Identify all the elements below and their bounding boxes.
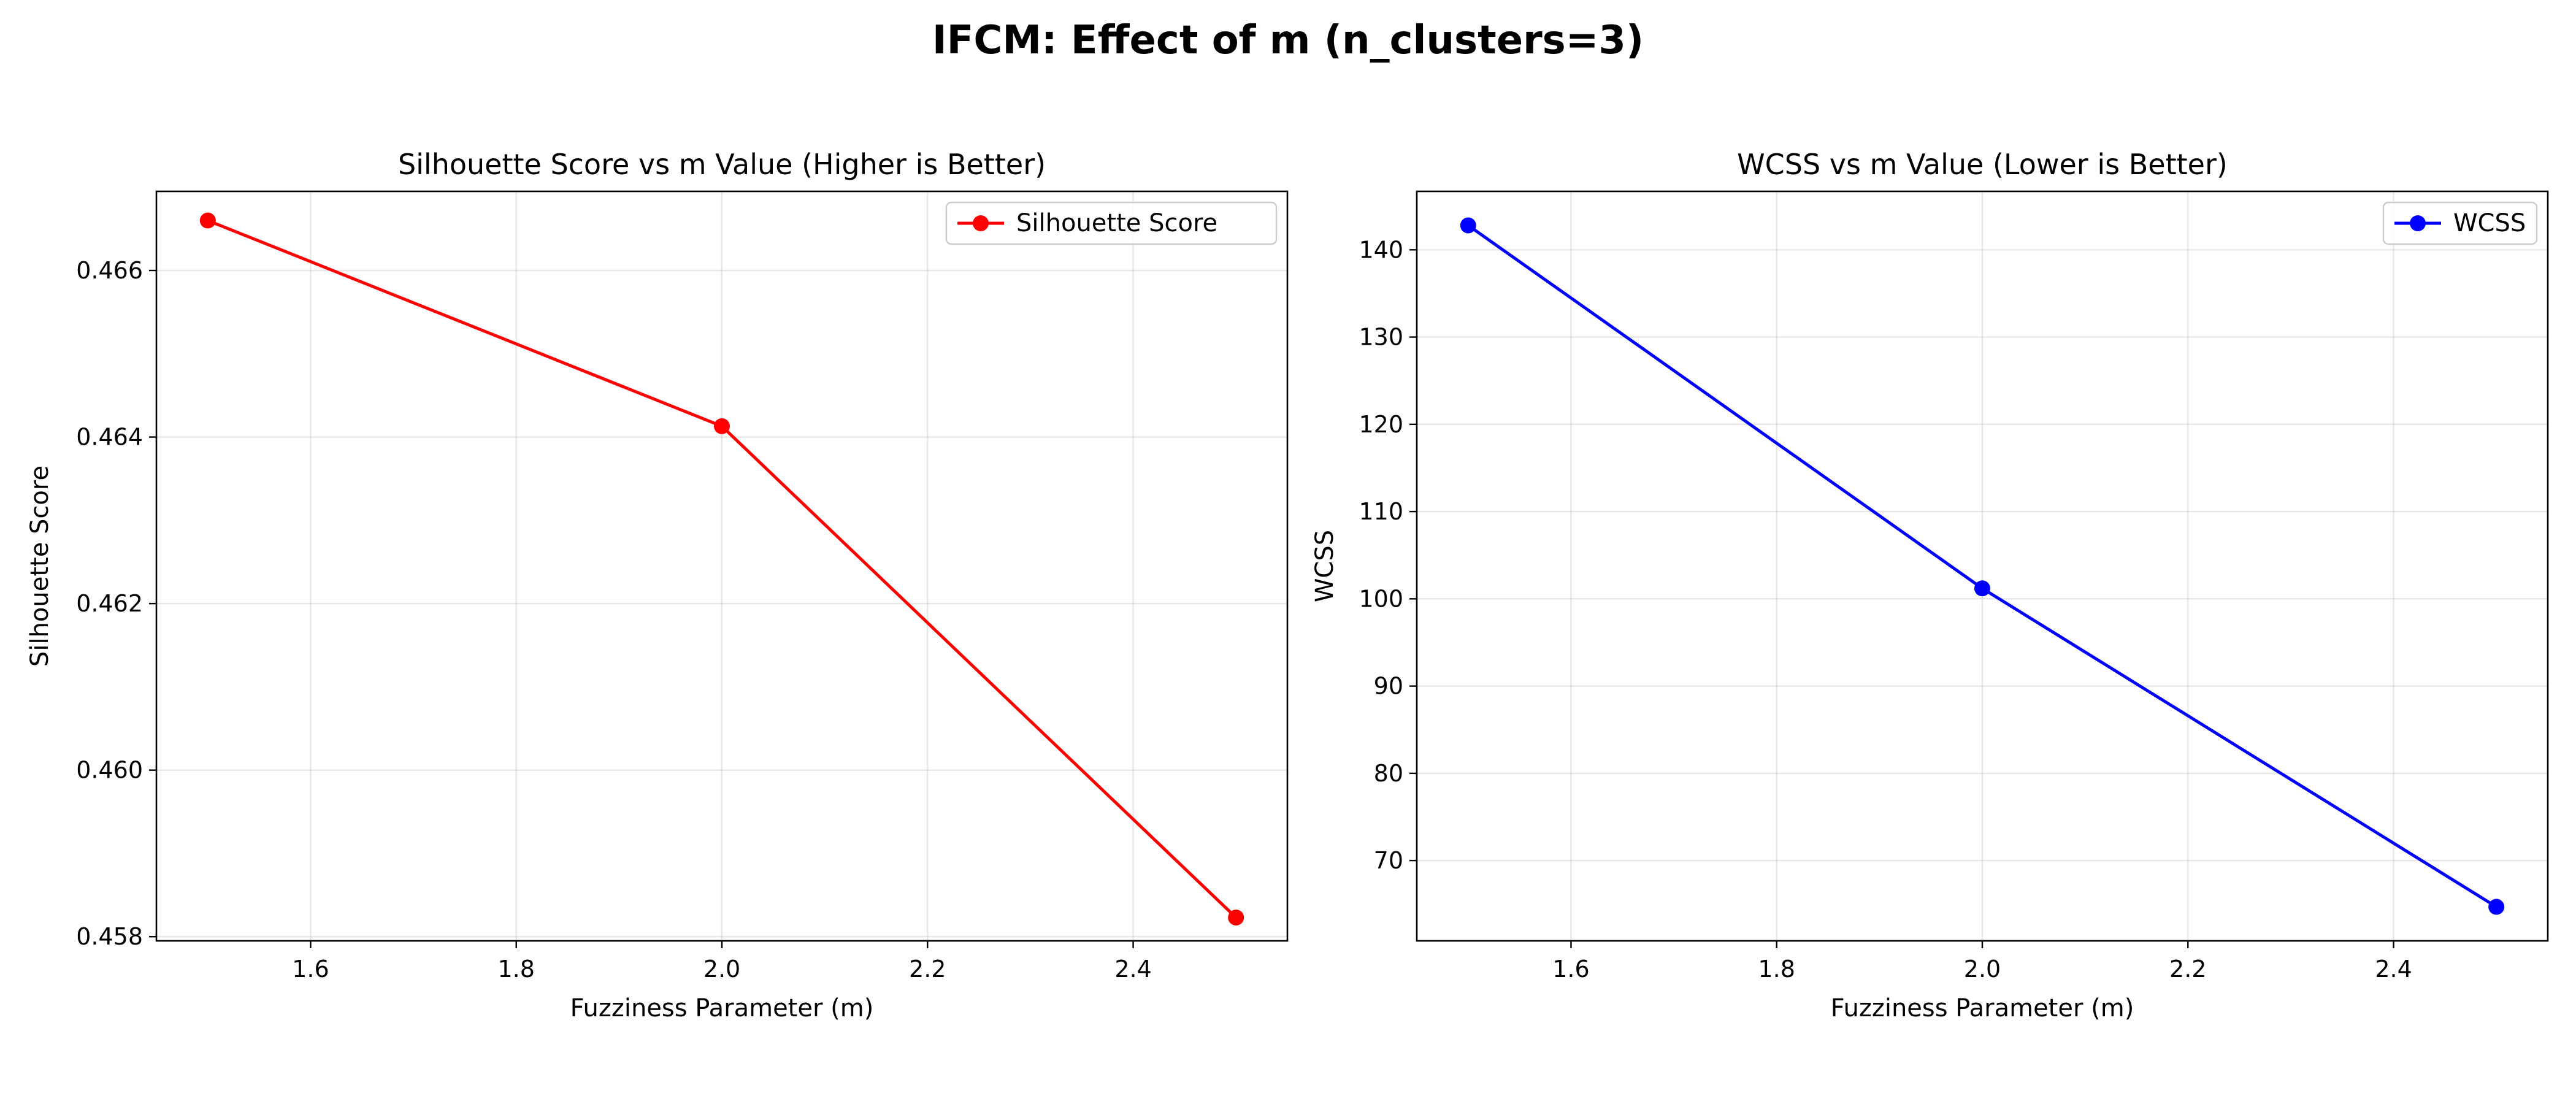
- axes-title: WCSS vs m Value (Lower is Better): [1737, 148, 2228, 181]
- data-point: [1974, 580, 1990, 597]
- data-point: [1228, 909, 1244, 926]
- axes-frame: [1416, 190, 2549, 942]
- x-tick-label: 1.8: [1758, 956, 1795, 983]
- y-tick-label: 0.466: [76, 257, 143, 284]
- legend-label: Silhouette Score: [1016, 209, 1217, 237]
- y-tick-label: 80: [1374, 760, 1403, 787]
- ticks: 1.6 1.8 2.0 2.2 2.4 70 80 90 100 110 120 130 140: [1359, 236, 2412, 983]
- ticks: 1.6 1.8 2.0 2.2 2.4 0.458 0.460 0.462 0.464 0.466: [76, 257, 1152, 983]
- x-tick-label: 1.8: [498, 956, 535, 983]
- y-tick-label: 0.460: [76, 757, 143, 784]
- y-tick-label: 0.464: [76, 424, 143, 451]
- grid: [156, 191, 1287, 941]
- axes-title: Silhouette Score vs m Value (Higher is B…: [398, 148, 1046, 181]
- x-tick-label: 1.6: [1552, 956, 1589, 983]
- x-tick-label: 2.0: [703, 956, 740, 983]
- series-wcss: [1460, 217, 2505, 915]
- y-tick-label: 0.462: [76, 590, 143, 617]
- x-tick-label: 2.2: [909, 956, 946, 983]
- y-tick-label: 110: [1359, 498, 1403, 525]
- x-tick-label: 2.0: [1964, 956, 2001, 983]
- x-axis-label: Fuzziness Parameter (m): [570, 994, 874, 1022]
- legend: WCSS: [2382, 201, 2538, 245]
- legend-marker: [2410, 215, 2426, 231]
- legend-box: [945, 201, 1278, 245]
- grid: [1417, 191, 2548, 941]
- y-tick-label: 0.458: [76, 923, 143, 950]
- chart-panel-silhouette: 1.6 1.8 2.0 2.2 2.4 0.458 0.460 0.462 0.464 0.466…: [26, 148, 1289, 1022]
- x-tick-label: 2.2: [2169, 956, 2206, 983]
- y-tick-label: 90: [1374, 673, 1403, 700]
- y-tick-label: 140: [1359, 236, 1403, 263]
- x-tick-label: 1.6: [292, 956, 329, 983]
- y-tick-label: 70: [1374, 847, 1403, 874]
- x-axis-label: Fuzziness Parameter (m): [1831, 994, 2134, 1022]
- y-axis-label: WCSS: [1311, 530, 1339, 602]
- legend-marker: [973, 215, 989, 231]
- legend: Silhouette Score: [945, 201, 1278, 245]
- data-point: [1460, 217, 1476, 234]
- legend-box: [2382, 201, 2538, 245]
- data-point: [714, 418, 730, 434]
- figure-title: IFCM: Effect of m (n_clusters=3): [932, 18, 1644, 63]
- chart-panel-wcss: 1.6 1.8 2.0 2.2 2.4 70 80 90 100 110 120 130 140 WCSS…: [1311, 148, 2549, 1022]
- y-tick-label: 100: [1359, 585, 1403, 612]
- axes-frame: [155, 190, 1289, 942]
- series-silhouette-score: [199, 212, 1244, 926]
- y-tick-label: 120: [1359, 411, 1403, 438]
- y-tick-label: 130: [1359, 324, 1403, 351]
- data-point: [2488, 899, 2505, 915]
- x-tick-label: 2.4: [2375, 956, 2412, 983]
- data-point: [199, 212, 216, 229]
- x-tick-label: 2.4: [1114, 956, 1151, 983]
- y-axis-label: Silhouette Score: [26, 466, 54, 667]
- legend-label: WCSS: [2453, 209, 2526, 237]
